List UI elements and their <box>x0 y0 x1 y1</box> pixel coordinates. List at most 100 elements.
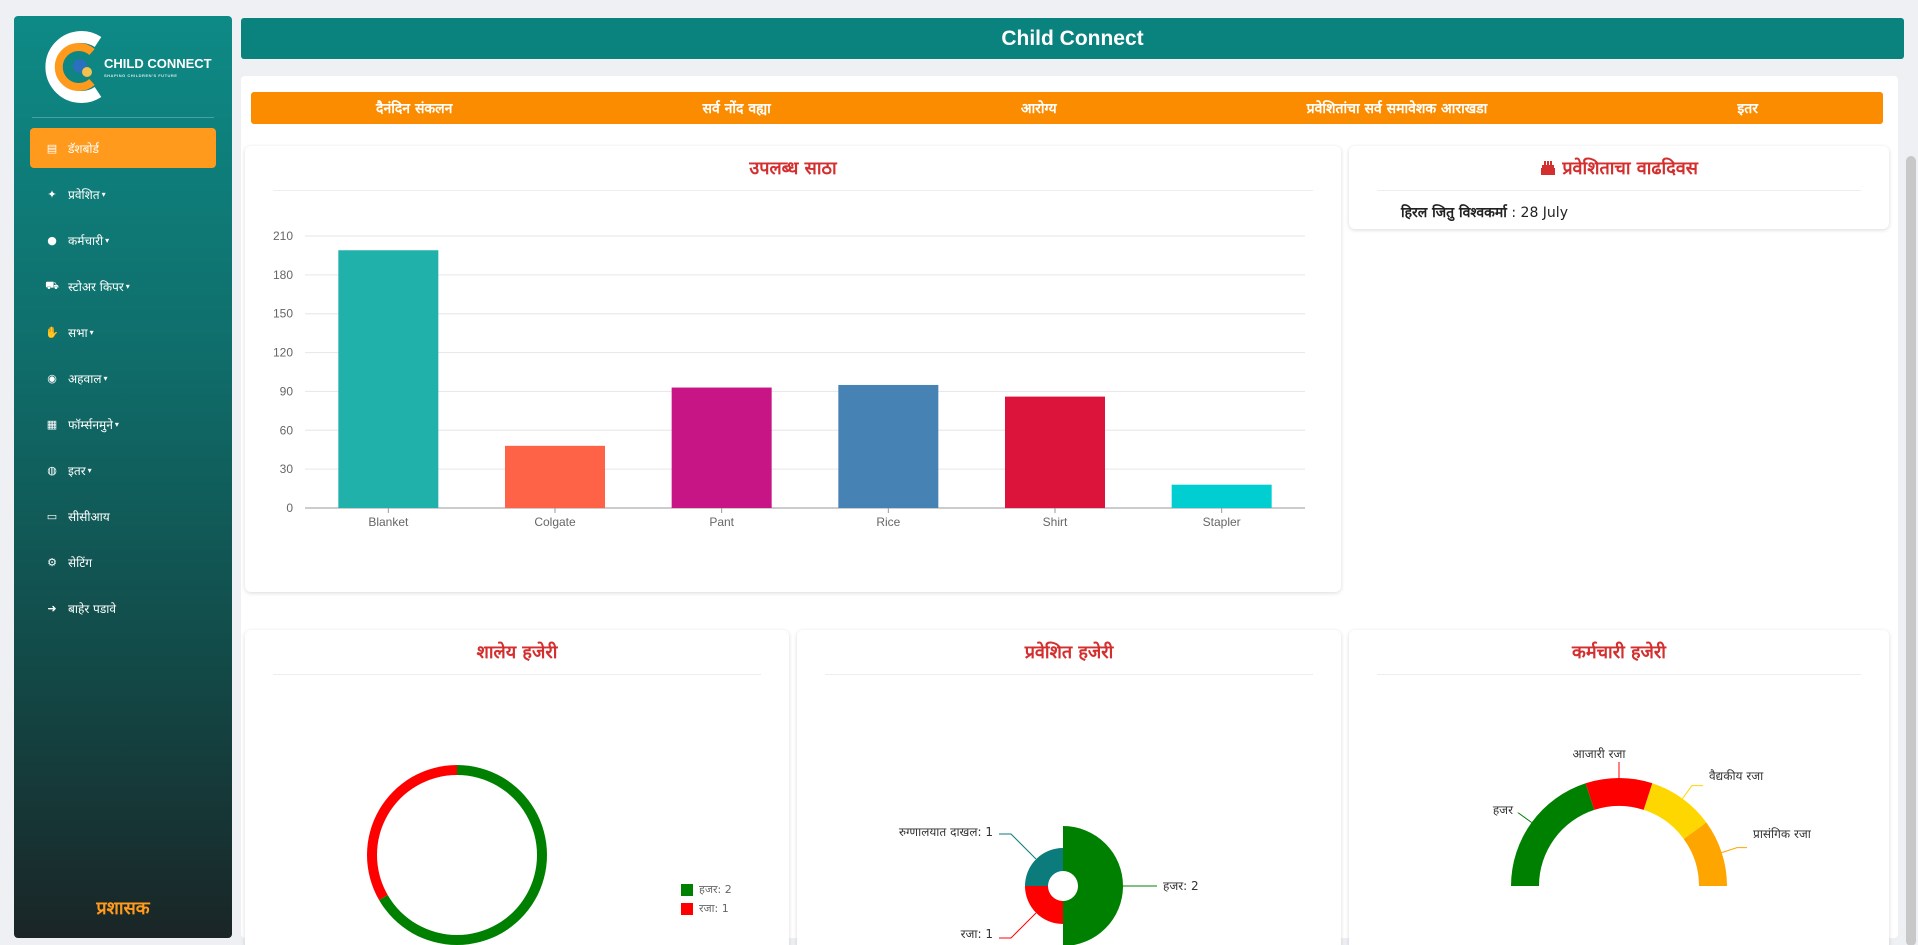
x-tick-label: Pant <box>709 515 734 529</box>
label-connector <box>1682 785 1703 799</box>
tab-4[interactable]: इतर <box>1737 100 1758 117</box>
bar-rice[interactable] <box>838 384 939 508</box>
legend-label: हजर: 2 <box>699 883 732 896</box>
sidebar-item-label: सभा <box>68 325 88 340</box>
app-header: Child Connect <box>241 18 1904 59</box>
label-connector <box>1721 847 1747 854</box>
data-label: हजर <box>1493 803 1514 817</box>
bar-pant[interactable] <box>671 387 772 508</box>
slice-0[interactable] <box>1511 783 1595 886</box>
bar-stapler[interactable] <box>1171 484 1272 508</box>
divider <box>273 190 1313 191</box>
sidebar-item-id-card[interactable]: ▭ सीसीआय <box>30 496 216 536</box>
tab-2[interactable]: आरोग्य <box>1020 100 1057 117</box>
scrollbar-thumb[interactable] <box>1906 156 1916 945</box>
logo[interactable]: CHILD CONNECT SHAPING CHILDREN'S FUTURE <box>32 16 214 118</box>
staff-attendance-title: कर्मचारी हजेरी <box>1572 642 1666 663</box>
x-tick-label: Shirt <box>1043 515 1068 529</box>
chevron-down-icon: ▾ <box>105 235 110 245</box>
x-tick-label: Rice <box>876 515 900 529</box>
bar-blanket[interactable] <box>338 250 439 508</box>
sidebar-item-dashboard[interactable]: ▤ डॅशबोर्ड <box>30 128 216 168</box>
sidebar-item-label: बाहेर पडावे <box>68 601 117 616</box>
chevron-down-icon: ▾ <box>114 419 119 429</box>
logo-subtitle: SHAPING CHILDREN'S FUTURE <box>104 72 178 78</box>
slice-0[interactable] <box>1063 826 1123 945</box>
birthday-card: प्रवेशिताचा वाढदिवस हिरल जितु विश्वकर्मा… <box>1349 146 1889 229</box>
stock-bar-chart: 0 30 60 90 120 150 180 210 Blanket Colgate Pant Ric… <box>273 229 1305 529</box>
sidebar-item-child[interactable]: ✦ प्रवेशित ▾ <box>30 174 216 214</box>
tab-3[interactable]: प्रवेशितांचा सर्व समावेशक आराखडा <box>1306 100 1488 117</box>
logout-icon: ➜ <box>47 601 57 615</box>
sidebar-item-label: अहवाल <box>68 371 102 386</box>
y-tick-label: 150 <box>273 307 293 321</box>
staff-attendance-chart: हजर आजारी रजा वैद्यकीय रजा प्रासंगिक रजा <box>1493 747 1812 886</box>
admitted-attendance-card: प्रवेशित हजेरी हजर: 2 रजा: 1 रुग्णालयात दा… <box>797 630 1341 945</box>
data-label: रजा: 1 <box>961 927 993 941</box>
sidebar-item-logout[interactable]: ➜ बाहेर पडावे <box>30 588 216 628</box>
chart-legend: हजर: 2 रजा: 1 <box>681 882 732 920</box>
sidebar-item-gear[interactable]: ⚙ सेटिंग <box>30 542 216 582</box>
child-icon: ✦ <box>47 187 57 201</box>
sidebar-item-report[interactable]: ◉ अहवाल ▾ <box>30 358 216 398</box>
page-title: Child Connect <box>1001 26 1144 50</box>
legend-item[interactable]: रजा: 1 <box>681 901 732 916</box>
bar-colgate[interactable] <box>505 445 605 508</box>
legend-item[interactable]: हजर: 2 <box>681 882 732 897</box>
slice-1[interactable] <box>367 765 457 900</box>
divider <box>1377 190 1861 191</box>
sidebar-item-handshake[interactable]: ✋ सभा ▾ <box>30 312 216 352</box>
y-tick-label: 60 <box>280 423 294 437</box>
slice-2[interactable] <box>1643 783 1707 839</box>
stock-card: उपलब्ध साठा 0 30 60 90 120 150 180 210 Blanket Co… <box>245 146 1341 592</box>
sidebar-item-label: डॅशबोर्ड <box>68 141 99 156</box>
legend-swatch <box>681 883 693 896</box>
sidebar-item-label: स्टोअर किपर <box>68 279 124 294</box>
cake-icon <box>1540 158 1562 179</box>
bar-shirt[interactable] <box>1005 396 1105 508</box>
logo-icon <box>40 28 110 106</box>
birthday-card-header: प्रवेशिताचा वाढदिवस <box>1349 146 1889 180</box>
list-item: हिरल जितु विश्वकर्मा : 28 July <box>1349 191 1889 234</box>
y-tick-label: 90 <box>280 384 294 398</box>
label-connector <box>999 912 1037 939</box>
label-connector <box>1517 812 1532 823</box>
sidebar-item-label: फॉर्म्सनमुने <box>68 417 113 432</box>
scrollbar[interactable] <box>1904 76 1918 945</box>
sidebar-item-label: सेटिंग <box>68 555 93 570</box>
slice-3[interactable] <box>1683 822 1727 886</box>
chevron-down-icon: ▾ <box>125 281 130 291</box>
divider <box>825 674 1313 675</box>
legend-label: रजा: 1 <box>699 902 729 915</box>
slice-1[interactable] <box>1025 886 1063 924</box>
sidebar-item-cart[interactable]: ⛟ स्टोअर किपर ▾ <box>30 266 216 306</box>
sidebar-item-user[interactable]: ● कर्मचारी ▾ <box>30 220 216 260</box>
school-attendance-card: शालेय हजेरी हजर: 2 रजा: 1 <box>245 630 789 945</box>
chevron-down-icon: ▾ <box>101 189 106 199</box>
data-label: रुग्णालयात दाखल: 1 <box>899 825 993 839</box>
sidebar-item-other[interactable]: ◍ इतर ▾ <box>30 450 216 490</box>
slice-2[interactable] <box>1025 848 1063 886</box>
legend-swatch <box>681 902 693 915</box>
sidebar-item-form[interactable]: ▦ फॉर्म्सनमुने ▾ <box>30 404 216 444</box>
other-icon: ◍ <box>47 463 57 477</box>
data-label: वैद्यकीय रजा <box>1709 769 1764 783</box>
y-tick-label: 30 <box>280 462 294 476</box>
y-tick-label: 180 <box>273 268 293 282</box>
role-label: प्रशासक <box>96 898 150 919</box>
chevron-down-icon: ▾ <box>103 373 108 383</box>
admitted-attendance-title: प्रवेशित हजेरी <box>1024 642 1114 663</box>
data-label: आजारी रजा <box>1572 747 1626 761</box>
sidebar-menu: ▤ डॅशबोर्ड ✦ प्रवेशित ▾ ● कर्मचारी ▾ ⛟ स्टोअर किप… <box>14 118 232 644</box>
dashboard-icon: ▤ <box>46 141 58 155</box>
slice-1[interactable] <box>1585 778 1653 810</box>
chevron-down-icon: ▾ <box>89 327 94 337</box>
logo-text: CHILD CONNECT <box>104 55 212 71</box>
tab-1[interactable]: सर्व नोंद वह्या <box>702 100 771 117</box>
y-tick-label: 0 <box>286 501 293 515</box>
birthday-name: हिरल जितु विश्वकर्मा <box>1401 205 1507 221</box>
tab-0[interactable]: दैनंदिन संकलन <box>376 100 453 117</box>
sidebar-item-label: प्रवेशित <box>68 187 100 202</box>
tab-bar: दैनंदिन संकलन सर्व नोंद वह्या आरोग्य प्रवेश… <box>251 92 1883 124</box>
label-connector <box>999 833 1037 860</box>
